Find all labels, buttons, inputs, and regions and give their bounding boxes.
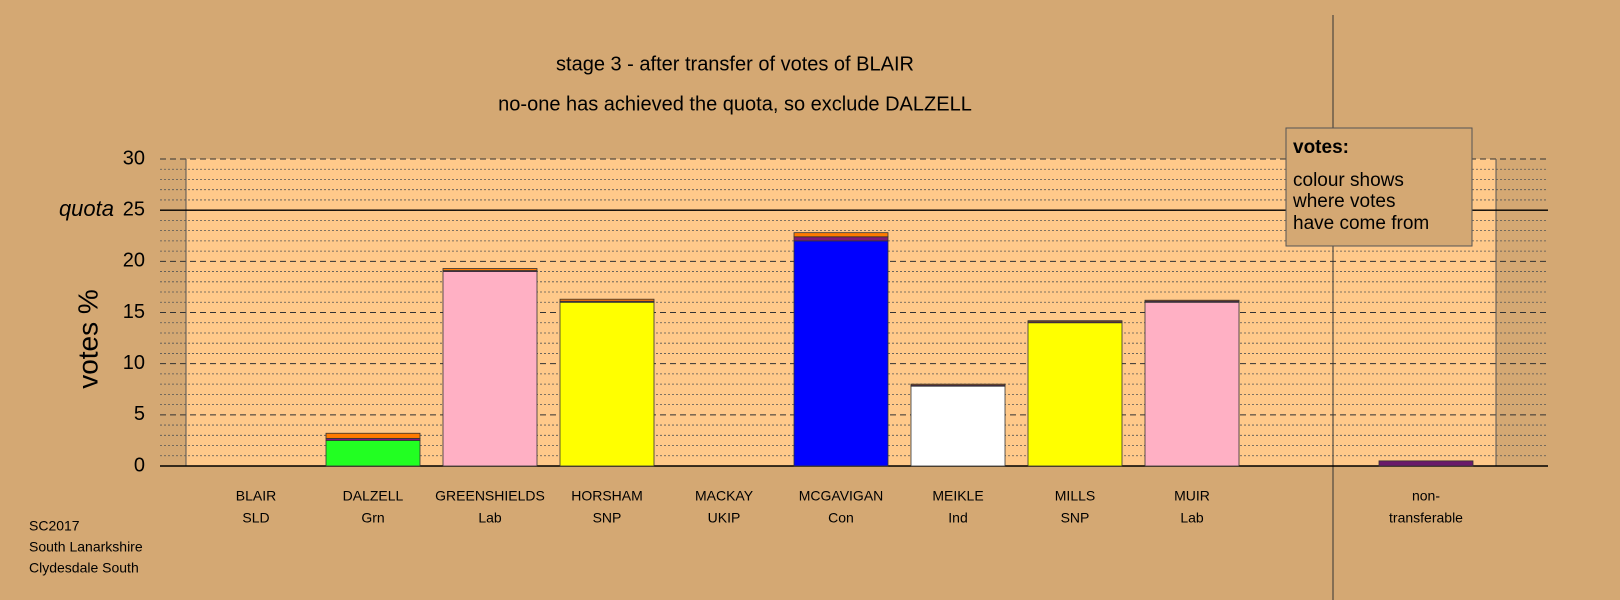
- bar-segment: [559, 301, 655, 467]
- party-label: SLD: [242, 510, 269, 526]
- x-tick-label: MACKAY: [695, 488, 754, 504]
- y-tick-label: 20: [123, 250, 145, 272]
- bar-segment: [793, 236, 889, 242]
- bar-segment: [793, 232, 889, 238]
- y-tick-label: 15: [123, 301, 145, 323]
- x-tick-label: MILLS: [1055, 488, 1095, 504]
- bar-segment: [1144, 299, 1240, 302]
- x-tick-label: transferable: [1389, 510, 1463, 526]
- x-tick-label: MCGAVIGAN: [799, 488, 884, 504]
- quota-label: quota: [59, 196, 114, 221]
- bar-segment: [1027, 320, 1123, 323]
- footer-text: SC2017: [29, 518, 80, 534]
- legend-line: colour shows: [1293, 170, 1404, 191]
- bar-segment: [325, 432, 421, 439]
- legend-line: have come from: [1293, 213, 1429, 234]
- party-label: SNP: [593, 510, 622, 526]
- bar-segment: [910, 385, 1006, 467]
- x-tick-label: HORSHAM: [571, 488, 643, 504]
- footer-text: Clydesdale South: [29, 560, 139, 576]
- x-tick-label: BLAIR: [236, 488, 276, 504]
- y-tick-label: 30: [123, 147, 145, 169]
- y-tick-label: 10: [123, 352, 145, 374]
- bar-segment: [1027, 322, 1123, 467]
- bar-segment: [910, 383, 1006, 386]
- bar-segment: [559, 298, 655, 302]
- y-axis-label: votes %: [72, 289, 103, 389]
- legend-title: votes:: [1293, 137, 1349, 158]
- bar-segment: [793, 240, 889, 467]
- bar-segment: [442, 271, 538, 467]
- y-tick-label: 25: [123, 198, 145, 220]
- legend-box: [1285, 127, 1473, 247]
- x-tick-label: non-: [1412, 488, 1440, 504]
- plot: 0 5 10 15 20 25 30 quota BLAIR SLD DALZELL Grn GREEN…: [59, 147, 1548, 526]
- x-tick-label: MEIKLE: [932, 488, 983, 504]
- x-tick-label: GREENSHIELDS: [435, 488, 545, 504]
- party-label: Ind: [948, 510, 967, 526]
- party-label: Lab: [478, 510, 502, 526]
- y-tick-label: 0: [134, 454, 145, 476]
- footer-text: South Lanarkshire: [29, 539, 143, 555]
- party-label: UKIP: [708, 510, 741, 526]
- bar-segment: [1144, 301, 1240, 467]
- nontransferable-bar: [1378, 460, 1474, 467]
- party-label: Grn: [361, 510, 384, 526]
- y-tick-label: 5: [134, 403, 145, 425]
- party-label: Lab: [1180, 510, 1204, 526]
- bar-segment: [325, 440, 421, 467]
- x-tick-label: DALZELL: [343, 488, 404, 504]
- chart-title: stage 3 - after transfer of votes of BLA…: [556, 53, 914, 75]
- legend-line: where votes: [1292, 191, 1395, 212]
- bar-segment: [442, 268, 538, 271]
- chart-subtitle: no-one has achieved the quota, so exclud…: [498, 93, 972, 115]
- party-label: SNP: [1061, 510, 1090, 526]
- x-tick-label: MUIR: [1174, 488, 1210, 504]
- party-label: Con: [828, 510, 854, 526]
